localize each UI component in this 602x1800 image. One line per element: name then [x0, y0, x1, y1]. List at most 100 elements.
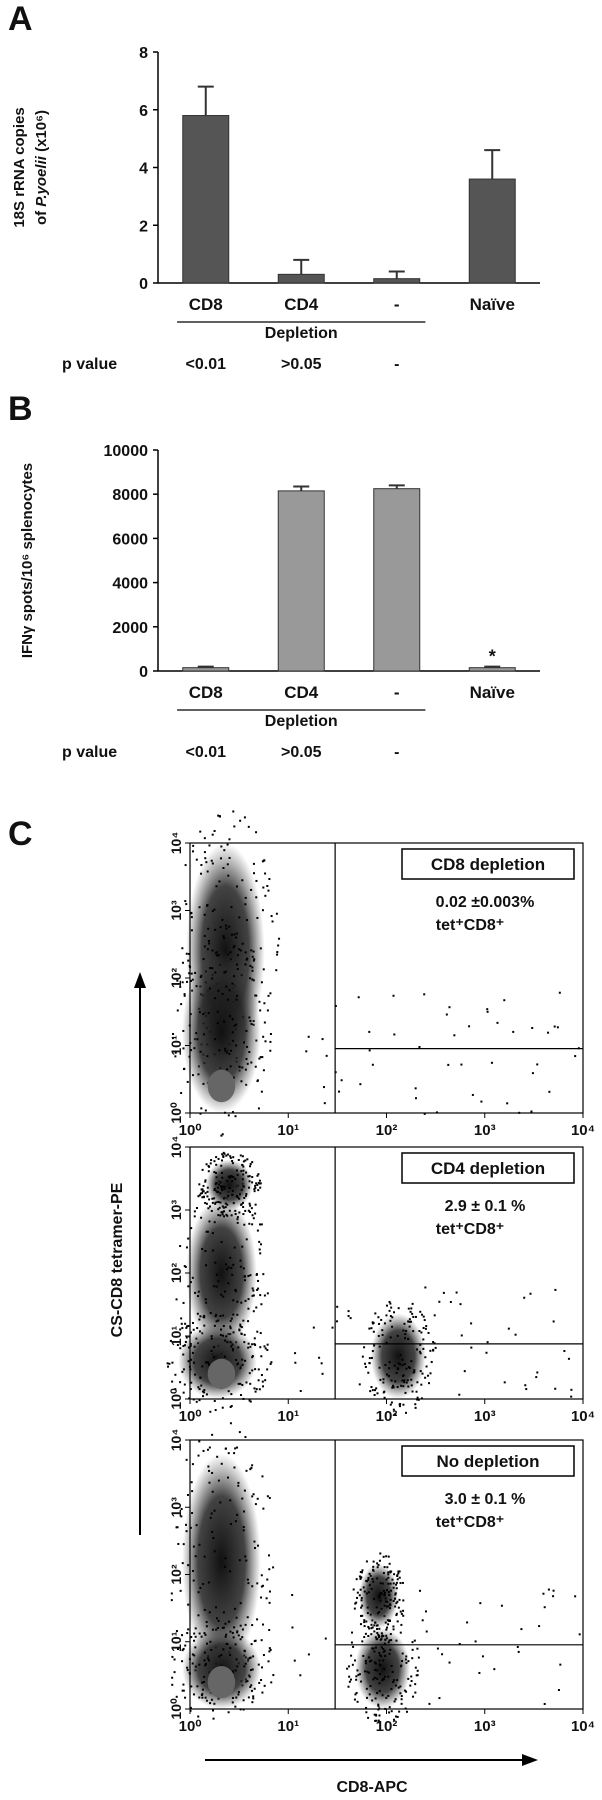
event-dot [416, 1381, 419, 1384]
event-dot [409, 1310, 412, 1313]
p-value: >0.05 [281, 744, 322, 761]
event-dot [210, 859, 213, 862]
event-dot [229, 1499, 232, 1502]
event-dot [372, 1678, 375, 1681]
y-axis-label-part: of [33, 207, 50, 225]
event-dot [399, 1610, 402, 1613]
event-dot [203, 1659, 206, 1662]
event-dot [175, 1298, 178, 1301]
event-dot [517, 1650, 520, 1653]
event-dot [438, 1697, 441, 1700]
event-dot [388, 1652, 391, 1655]
event-dot [359, 1577, 362, 1580]
x-tick-label: 10⁰ [179, 1122, 202, 1139]
event-dot [254, 1343, 257, 1346]
event-dot [211, 1530, 214, 1533]
event-dot [529, 1292, 532, 1295]
event-dot [358, 1594, 361, 1597]
event-dot [243, 1665, 246, 1668]
event-dot [470, 1322, 473, 1325]
event-dot [217, 1319, 220, 1322]
event-dot [245, 958, 248, 961]
event-dot [263, 859, 266, 862]
event-dot [257, 1544, 260, 1547]
event-dot [387, 1582, 390, 1585]
event-dot [400, 1695, 403, 1698]
event-dot [396, 1386, 399, 1389]
event-dot [312, 1326, 315, 1329]
event-dot [507, 1327, 510, 1330]
event-dot [385, 1304, 388, 1307]
event-dot [385, 1341, 388, 1344]
event-dot [350, 1641, 353, 1644]
event-dot [378, 1596, 381, 1599]
event-dot [244, 963, 247, 966]
event-dot [373, 1661, 376, 1664]
event-dot [201, 1365, 204, 1368]
event-dot [262, 1654, 265, 1657]
event-dot [257, 1279, 260, 1282]
event-dot [228, 989, 231, 992]
event-dot [171, 1361, 174, 1364]
event-dot [364, 1365, 367, 1368]
event-dot [382, 1678, 385, 1681]
event-dot [259, 1056, 262, 1059]
event-dot [553, 1025, 556, 1028]
event-dot [220, 1293, 223, 1296]
event-dot [425, 1630, 428, 1633]
event-dot [360, 1680, 363, 1683]
event-dot [367, 1591, 370, 1594]
event-dot [376, 1631, 379, 1634]
event-dot [370, 1587, 373, 1590]
event-dot [199, 1192, 202, 1195]
event-dot [463, 1370, 466, 1373]
event-dot [377, 1719, 380, 1722]
event-dot [201, 1247, 204, 1250]
event-dot [248, 1399, 251, 1402]
event-dot [215, 1313, 218, 1316]
event-dot [171, 1655, 174, 1658]
event-dot [200, 1107, 203, 1110]
event-dot [241, 1628, 244, 1631]
event-dot [250, 888, 253, 891]
y-axis-label: CS-CD8 tetramer-PE [109, 1182, 126, 1337]
x-tick-label: CD4 [284, 683, 319, 702]
event-dot [250, 1643, 253, 1646]
event-dot [202, 1315, 205, 1318]
event-dot [242, 1201, 245, 1204]
event-dot [355, 1675, 358, 1678]
event-dot [266, 1368, 269, 1371]
event-dot [249, 1204, 252, 1207]
event-dot [255, 1182, 258, 1185]
event-dot [253, 1190, 256, 1193]
event-dot [348, 1680, 351, 1683]
event-dot [224, 1263, 227, 1266]
event-dot [261, 1380, 264, 1383]
event-dot [370, 1659, 373, 1662]
event-dot [229, 1155, 232, 1158]
event-dot [364, 1362, 367, 1365]
event-dot [225, 1642, 228, 1645]
event-dot [530, 1110, 533, 1113]
event-dot [251, 1287, 254, 1290]
event-dot [243, 816, 246, 819]
event-dot [226, 863, 229, 866]
event-dot [172, 1032, 175, 1035]
event-dot [410, 1675, 413, 1678]
event-dot [182, 1301, 185, 1304]
event-dot [407, 1366, 410, 1369]
event-dot [402, 1374, 405, 1377]
event-dot [250, 1207, 253, 1210]
event-dot [254, 1203, 257, 1206]
y-axis-label: of P.yoelii (x10⁶) [33, 110, 50, 225]
event-dot [376, 1566, 379, 1569]
event-dot [378, 1663, 381, 1666]
event-dot [203, 1675, 206, 1678]
event-dot [236, 1174, 239, 1177]
density-core [207, 1358, 236, 1389]
event-dot [367, 1716, 370, 1719]
event-dot [191, 1662, 194, 1665]
event-dot [460, 1063, 463, 1066]
population-label: tet⁺CD8⁺ [436, 917, 504, 934]
